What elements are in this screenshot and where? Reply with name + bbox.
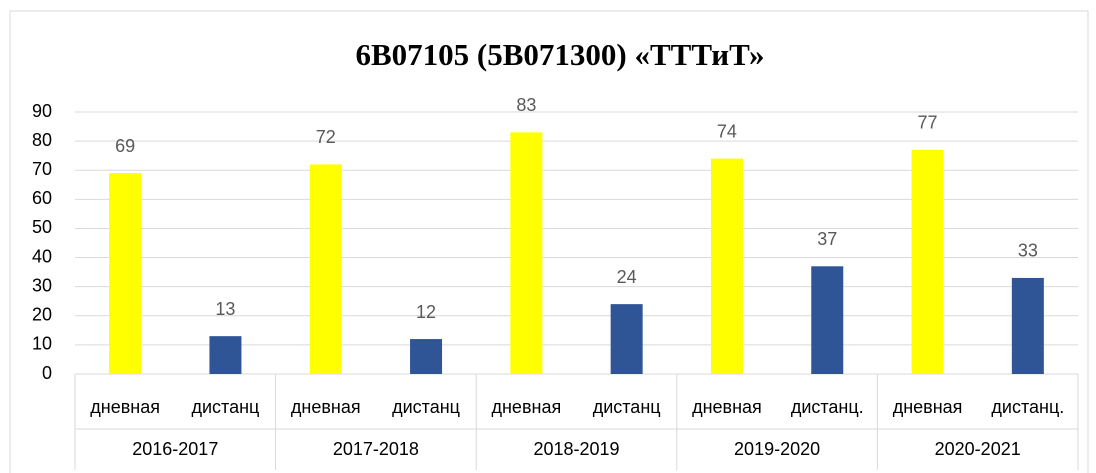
bar [911, 149, 944, 374]
bar [610, 304, 643, 374]
chart-border [9, 10, 1089, 473]
bar [710, 158, 743, 374]
x-tick-label: дневная [893, 397, 963, 417]
value-label: 12 [416, 302, 436, 322]
value-label: 83 [516, 95, 536, 115]
bar [309, 164, 342, 374]
x-tick-label: дистанц [192, 397, 260, 417]
group-label: 2018-2019 [533, 439, 619, 459]
value-label: 13 [215, 299, 235, 319]
y-tick-label: 50 [32, 217, 52, 237]
chart-title: 6B07105 (5B071300) «ТТТиТ» [356, 37, 765, 72]
bar [109, 173, 142, 374]
x-tick-label: дистанц. [991, 397, 1064, 417]
y-tick-label: 60 [32, 188, 52, 208]
value-label: 37 [817, 229, 837, 249]
y-tick-label: 30 [32, 275, 52, 295]
x-tick-label: дневная [491, 397, 561, 417]
bar [811, 266, 844, 374]
x-tick-label: дистанц [593, 397, 661, 417]
value-label: 24 [617, 267, 637, 287]
value-label: 72 [316, 127, 336, 147]
group-label: 2020-2021 [935, 439, 1021, 459]
bar [1011, 277, 1044, 374]
x-tick-label: дистанц [392, 397, 460, 417]
value-label: 77 [918, 113, 938, 133]
y-tick-label: 90 [32, 101, 52, 121]
y-tick-label: 10 [32, 334, 52, 354]
y-tick-label: 40 [32, 246, 52, 266]
y-tick-label: 80 [32, 130, 52, 150]
x-tick-label: дневная [692, 397, 762, 417]
bar [209, 336, 242, 374]
bar [510, 132, 543, 374]
y-tick-label: 70 [32, 159, 52, 179]
group-label: 2017-2018 [333, 439, 419, 459]
value-label: 69 [115, 136, 135, 156]
value-label: 74 [717, 121, 737, 141]
x-tick-label: дневная [90, 397, 160, 417]
x-tick-label: дневная [291, 397, 361, 417]
value-label: 33 [1018, 241, 1038, 261]
group-label: 2019-2020 [734, 439, 820, 459]
group-label: 2016-2017 [132, 439, 218, 459]
x-tick-label: дистанц. [791, 397, 864, 417]
y-tick-label: 0 [42, 363, 52, 383]
bar [410, 339, 443, 374]
y-tick-label: 20 [32, 305, 52, 325]
